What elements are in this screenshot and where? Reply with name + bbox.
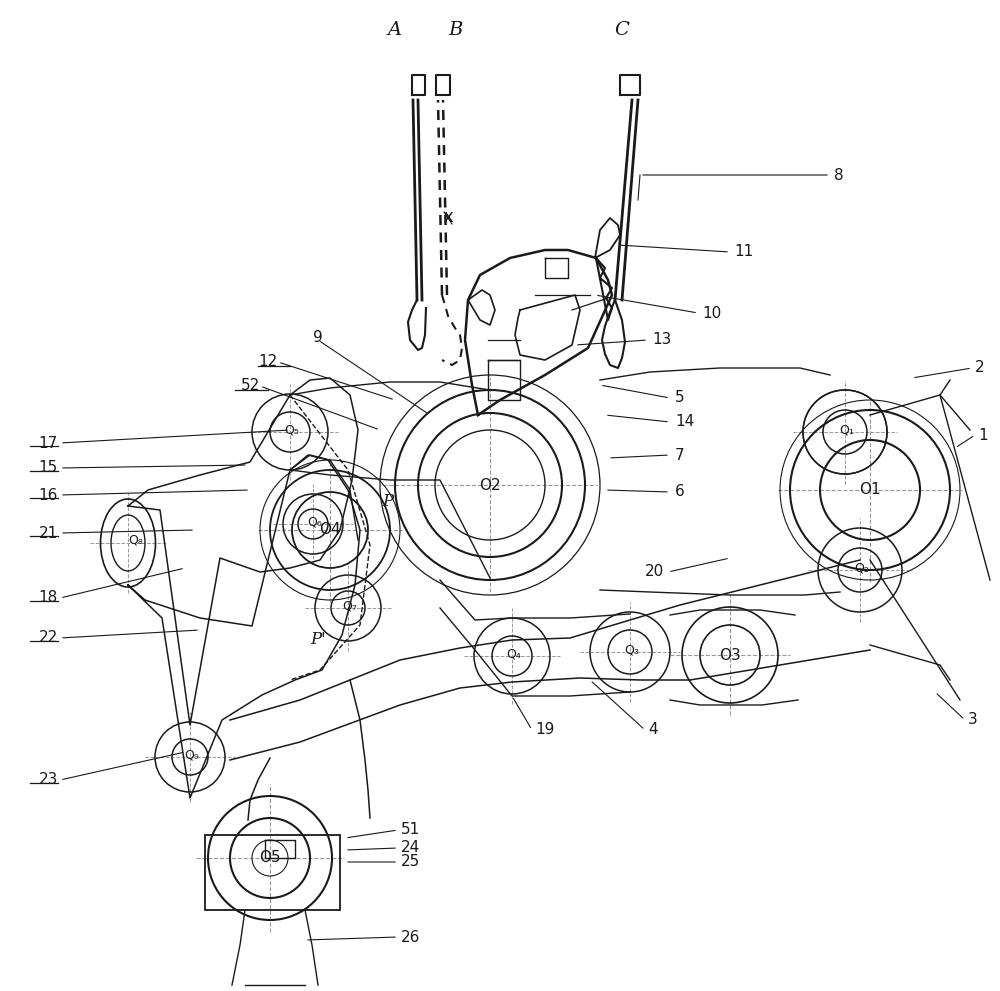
- Text: O1: O1: [859, 483, 881, 497]
- Text: 25: 25: [401, 854, 420, 869]
- Text: 13: 13: [652, 333, 671, 348]
- Text: Q₈: Q₈: [129, 533, 143, 546]
- Text: B: B: [448, 21, 462, 39]
- Text: O4: O4: [319, 522, 341, 537]
- Text: 26: 26: [401, 930, 420, 944]
- Text: 5: 5: [675, 390, 685, 405]
- Text: X: X: [444, 211, 452, 225]
- Text: P': P': [310, 631, 326, 648]
- Text: 24: 24: [401, 840, 420, 855]
- Text: 2: 2: [975, 361, 985, 376]
- Text: 12: 12: [258, 355, 278, 370]
- Text: 7: 7: [675, 448, 685, 463]
- Text: 9: 9: [313, 331, 323, 346]
- Text: 15: 15: [39, 461, 58, 476]
- Text: 51: 51: [401, 823, 420, 837]
- Text: Q₁: Q₁: [840, 423, 854, 436]
- Text: O2: O2: [479, 478, 501, 493]
- Text: Q₄: Q₄: [507, 647, 521, 660]
- Text: Q₂: Q₂: [855, 562, 869, 575]
- Text: 52: 52: [240, 379, 260, 393]
- Text: 22: 22: [39, 630, 58, 645]
- Text: Q₆: Q₆: [308, 515, 322, 528]
- Text: 11: 11: [734, 245, 753, 260]
- Text: A: A: [388, 21, 402, 39]
- Text: 10: 10: [702, 305, 721, 320]
- Text: 1: 1: [978, 427, 988, 443]
- Text: Q₅: Q₅: [285, 423, 299, 436]
- Text: 3: 3: [968, 713, 978, 727]
- Text: 4: 4: [648, 722, 658, 737]
- Text: O3: O3: [719, 647, 741, 663]
- Text: 16: 16: [39, 488, 58, 502]
- Text: Q₃: Q₃: [625, 643, 639, 656]
- Text: Q₇: Q₇: [343, 600, 357, 612]
- Text: 8: 8: [834, 167, 844, 182]
- Text: 18: 18: [39, 591, 58, 606]
- Text: 17: 17: [39, 435, 58, 451]
- Text: 21: 21: [39, 525, 58, 540]
- Text: 20: 20: [645, 565, 664, 580]
- Text: 6: 6: [675, 485, 685, 499]
- Bar: [205, 835, 340, 910]
- Text: 14: 14: [675, 414, 694, 429]
- Text: P: P: [382, 494, 394, 510]
- Text: 19: 19: [535, 722, 554, 737]
- Text: Q₉: Q₉: [185, 748, 199, 761]
- Text: X: X: [443, 211, 453, 225]
- Text: C: C: [615, 21, 629, 39]
- Text: 23: 23: [39, 773, 58, 788]
- Text: O5: O5: [259, 850, 281, 865]
